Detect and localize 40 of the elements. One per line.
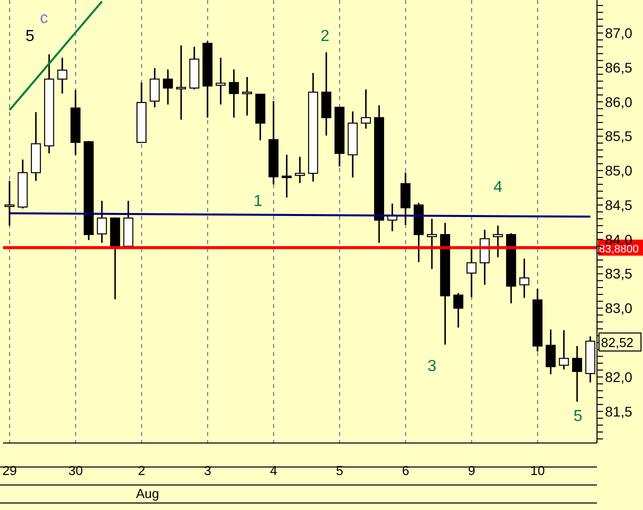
candlestick bbox=[294, 156, 305, 184]
y-tick-label: 83,0 bbox=[605, 300, 632, 316]
annotation: 2 bbox=[320, 28, 330, 45]
candlestick bbox=[4, 180, 14, 226]
text: 82,52 bbox=[601, 335, 634, 350]
annotation: 5 bbox=[26, 28, 35, 45]
annotation: 1 bbox=[254, 193, 263, 210]
y-tick-label: 83,5 bbox=[605, 266, 632, 282]
y-tick-label: 81,5 bbox=[605, 403, 632, 420]
candlestick bbox=[57, 57, 68, 94]
candlestick bbox=[150, 67, 160, 108]
candlestick bbox=[282, 154, 292, 198]
y-tick-label: 86,0 bbox=[605, 94, 632, 110]
annotation: 3 bbox=[428, 358, 437, 375]
candlestick bbox=[426, 218, 437, 270]
y-tick-label: 86,5 bbox=[605, 59, 632, 76]
annotation: 5 bbox=[574, 408, 583, 425]
candlestick bbox=[216, 57, 226, 106]
annotation: c bbox=[40, 10, 48, 27]
candlestick bbox=[572, 345, 582, 402]
candlestick bbox=[453, 292, 464, 328]
text: Aug bbox=[136, 486, 160, 501]
annotation: 4 bbox=[494, 179, 503, 196]
candlestick bbox=[546, 328, 556, 375]
candlestick bbox=[176, 44, 186, 120]
candlestick bbox=[519, 258, 530, 299]
candlestick bbox=[558, 329, 569, 370]
candlestick bbox=[228, 68, 239, 118]
y-tick-label: 85,0 bbox=[605, 162, 632, 179]
candlestick bbox=[492, 224, 503, 258]
candlestick bbox=[466, 248, 476, 298]
candlestick bbox=[242, 76, 252, 116]
candlestick bbox=[96, 200, 107, 244]
candlestick bbox=[162, 68, 173, 106]
y-tick-label: 84,5 bbox=[605, 196, 632, 213]
y-tick-label: 82,0 bbox=[605, 368, 632, 385]
ref-line-label: 83,8800 bbox=[599, 244, 639, 256]
candlestick bbox=[360, 88, 371, 130]
y-tick-label: 87,0 bbox=[605, 24, 632, 41]
y-tick-label: 85,5 bbox=[605, 128, 632, 144]
